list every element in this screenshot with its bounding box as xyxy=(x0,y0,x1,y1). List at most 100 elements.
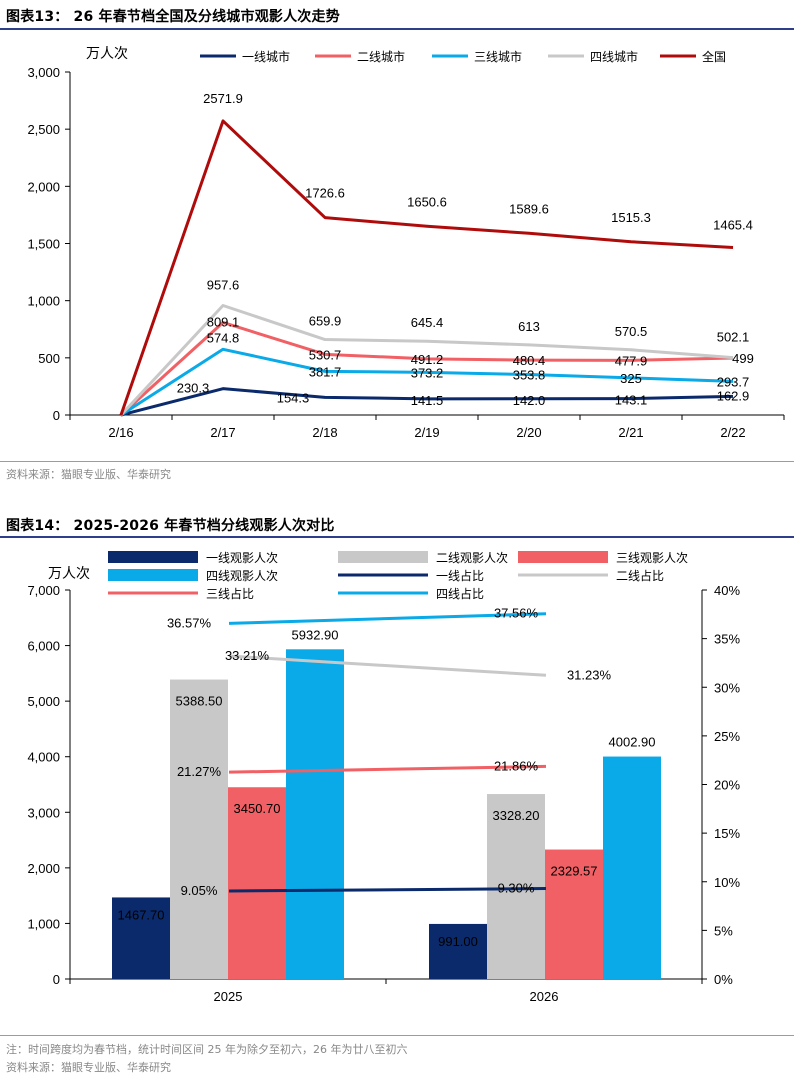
chart1-data-label: 162.9 xyxy=(717,388,750,403)
chart1-data-label: 381.7 xyxy=(309,364,342,379)
chart1-data-point xyxy=(324,396,327,399)
chart1-data-label: 1515.3 xyxy=(611,210,651,225)
chart2-y2-tick-label: 30% xyxy=(714,680,740,695)
chart2-bar xyxy=(429,923,487,979)
figure13-source: 资料来源：猫眼专业版、华泰研究 xyxy=(6,468,171,481)
chart1-legend-label: 一线城市 xyxy=(242,49,290,64)
chart1-x-tick-label: 2/21 xyxy=(618,425,643,440)
chart1-series-line xyxy=(119,304,734,417)
chart1-y-tick-label: 3,000 xyxy=(27,65,60,80)
chart2-y2-tick-label: 40% xyxy=(714,583,740,598)
chart1-data-label: 574.8 xyxy=(207,330,240,345)
chart1-data-point xyxy=(630,348,633,351)
chart1-legend-label: 四线城市 xyxy=(590,49,638,64)
chart1-series-line xyxy=(120,387,734,417)
chart2-bar xyxy=(112,897,170,979)
chart2-y-tick-label: 0 xyxy=(53,972,60,987)
chart1-data-point xyxy=(732,246,735,249)
chart2-y2-tick-label: 35% xyxy=(714,632,740,647)
chart2-bar-label: 1467.70 xyxy=(118,907,165,922)
chart1-data-point xyxy=(222,387,225,390)
chart1-data-label: 491.2 xyxy=(411,352,444,367)
chart2-y-tick-label: 7,000 xyxy=(27,583,60,598)
chart2-ratio-label: 37.56% xyxy=(494,606,539,621)
chart2-bar-label: 2329.57 xyxy=(551,864,598,879)
chart2-y2-tick-label: 15% xyxy=(714,826,740,841)
chart1-legend-label: 全国 xyxy=(702,49,726,64)
chart2-legend-swatch xyxy=(338,551,428,563)
chart1-data-label: 293.7 xyxy=(717,374,750,389)
chart1-legend-label: 二线城市 xyxy=(357,49,405,64)
chart1-data-label: 1589.6 xyxy=(509,201,549,216)
chart1-data-label: 373.2 xyxy=(411,365,444,380)
chart2-ratio-label: 33.21% xyxy=(225,648,270,663)
chart2-bar xyxy=(170,679,228,979)
chart1-y-tick-label: 0 xyxy=(53,408,60,423)
figure14-source: 资料来源：猫眼专业版、华泰研究 xyxy=(6,1061,171,1074)
chart1-data-label: 142.0 xyxy=(513,393,546,408)
chart2-y2-tick-label: 5% xyxy=(714,923,733,938)
chart1-data-point xyxy=(630,240,633,243)
chart2-y2-tick-label: 10% xyxy=(714,875,740,890)
chart2-y-tick-label: 5,000 xyxy=(27,694,60,709)
chart1-x-tick-label: 2/18 xyxy=(312,425,337,440)
chart1-data-label: 502.1 xyxy=(717,330,750,345)
chart1-data-point xyxy=(222,304,225,307)
chart2-y2-tick-label: 0% xyxy=(714,972,733,987)
figure13-title: 图表13： 26 年春节档全国及分线城市观影人次走势 xyxy=(6,9,340,25)
chart1-data-label: 570.5 xyxy=(615,324,648,339)
chart1-data-label: 1726.6 xyxy=(305,186,345,201)
chart1-data-point xyxy=(120,414,123,417)
chart1-data-point xyxy=(324,216,327,219)
chart2-legend-swatch xyxy=(108,551,198,563)
chart2-bar xyxy=(286,649,344,979)
chart1-data-label: 1465.4 xyxy=(713,217,753,232)
chart2-bar xyxy=(603,756,661,979)
chart1-data-label: 353.8 xyxy=(513,368,546,383)
chart1-data-label: 477.9 xyxy=(615,353,648,368)
chart1-series-line xyxy=(120,347,734,417)
chart1-x-tick-label: 2/16 xyxy=(108,425,133,440)
chart2-x-tick-label: 2025 xyxy=(214,989,243,1004)
chart2-y-tick-label: 4,000 xyxy=(27,750,60,765)
figure14-bottom-rule xyxy=(0,1035,794,1036)
chart2-legend-label: 四线占比 xyxy=(436,586,484,601)
chart1-y-tick-label: 1,500 xyxy=(27,237,60,252)
chart1-series-line xyxy=(119,320,734,417)
chart2-bar xyxy=(487,794,545,979)
chart1-series-line xyxy=(119,119,734,416)
chart1-data-label: 143.1 xyxy=(615,393,648,408)
figure13-line-chart: 万人次 0 500 1,000 1,500 2,000 2,500 3,000 2/16 2/17… xyxy=(27,45,785,440)
chart1-data-point xyxy=(426,340,429,343)
chart1-unit-label: 万人次 xyxy=(86,45,128,61)
chart1-y-tick-label: 1,000 xyxy=(27,294,60,309)
figure13-bottom-rule xyxy=(0,461,794,462)
chart1-data-label: 2571.9 xyxy=(203,91,243,106)
chart2-ratio-label: 21.86% xyxy=(494,758,539,773)
chart2-ratio-line xyxy=(228,612,547,625)
chart1-data-point xyxy=(528,232,531,235)
figure14-title: 图表14： 2025-2026 年春节档分线观影人次对比 xyxy=(6,518,335,534)
chart2-bar xyxy=(228,787,286,979)
chart2-y-tick-label: 3,000 xyxy=(27,805,60,820)
chart1-data-label: 480.4 xyxy=(513,353,546,368)
chart1-data-point xyxy=(528,343,531,346)
chart1-x-tick-label: 2/17 xyxy=(210,425,235,440)
chart1-data-label: 809.1 xyxy=(207,314,240,329)
chart2-ratio-label: 9.05% xyxy=(181,883,218,898)
figure14-title-rule xyxy=(0,536,794,538)
chart2-legend-label: 一线观影人次 xyxy=(206,551,278,565)
chart2-y-tick-label: 2,000 xyxy=(27,861,60,876)
chart1-data-label: 141.5 xyxy=(411,393,444,408)
chart1-data-label: 957.6 xyxy=(207,278,240,293)
chart1-data-label: 645.4 xyxy=(411,315,444,330)
chart1-data-label: 1650.6 xyxy=(407,194,447,209)
chart1-data-point xyxy=(324,338,327,341)
chart1-data-label: 154.3 xyxy=(277,390,310,405)
chart2-bar-label: 3450.70 xyxy=(234,801,281,816)
chart2-bar-label: 5388.50 xyxy=(176,694,223,709)
chart1-data-label: 230.3 xyxy=(177,381,210,396)
chart1-data-label: 499 xyxy=(732,351,754,366)
figure14-note: 注：时间跨度均为春节档，统计时间区间 25 年为除夕至初六，26 年为廿八至初六 xyxy=(6,1043,408,1056)
chart2-legend-swatch xyxy=(108,569,198,581)
